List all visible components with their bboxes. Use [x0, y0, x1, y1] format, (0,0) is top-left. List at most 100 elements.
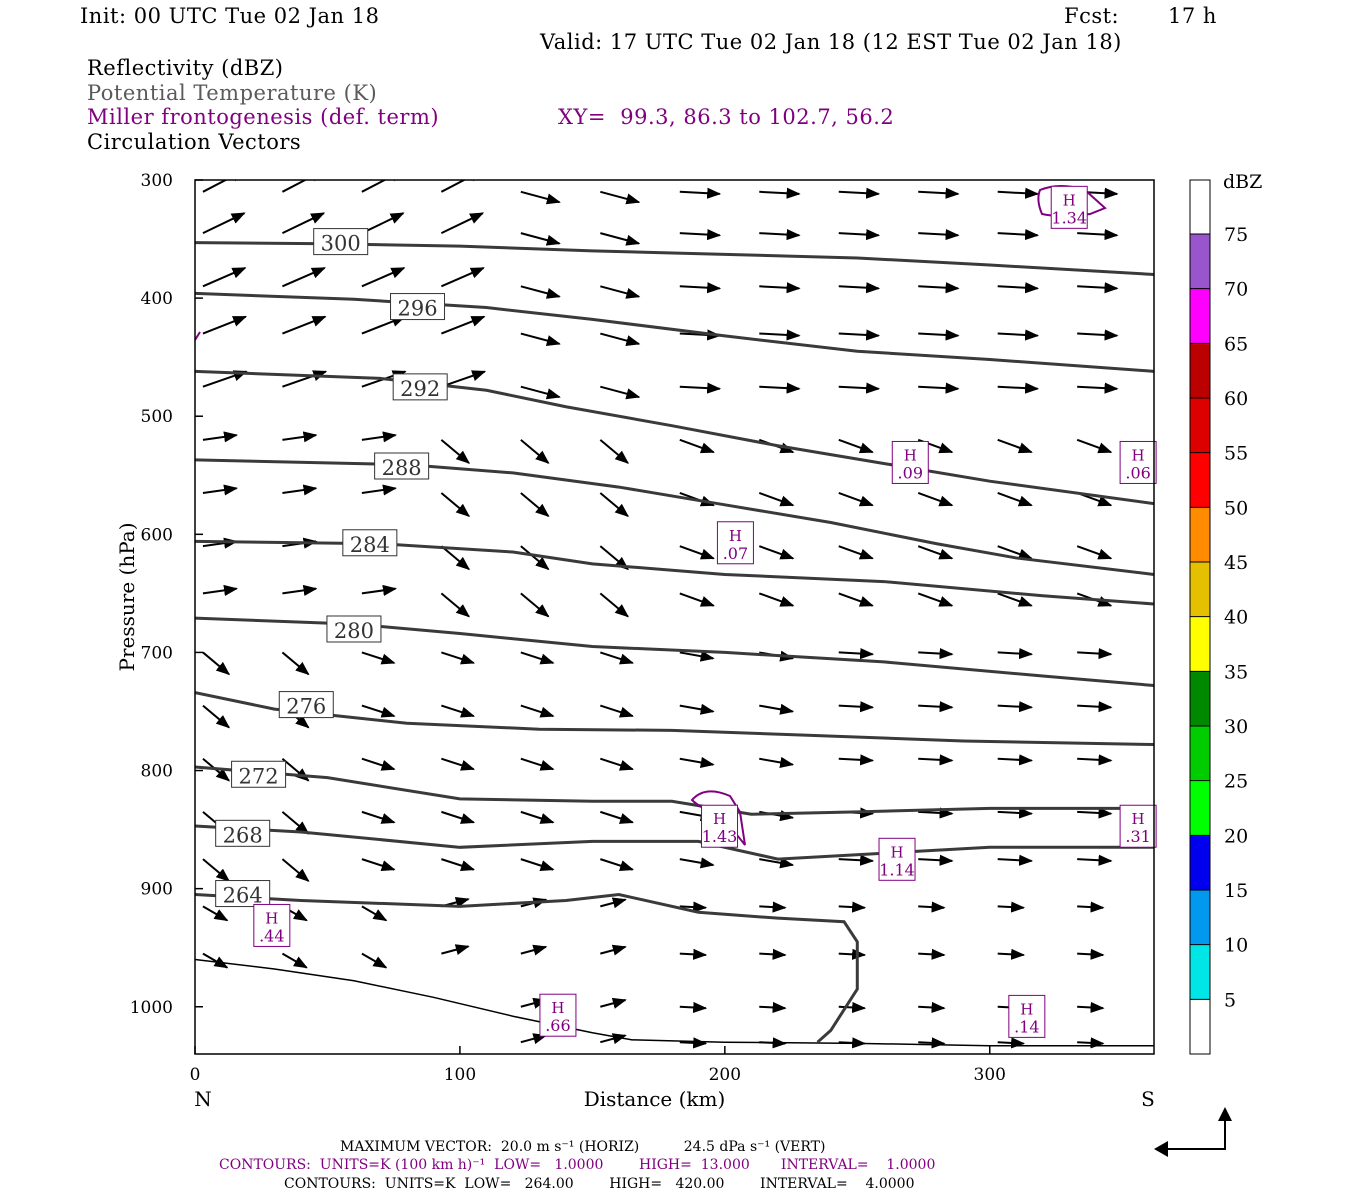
circulation-vector	[918, 854, 954, 866]
circulation-vector	[997, 754, 1034, 766]
maximum-box	[1008, 994, 1046, 1038]
maximum-value: 1.43	[702, 827, 738, 846]
circulation-vector	[600, 232, 641, 246]
circulation-vector	[918, 382, 960, 394]
circulation-vector	[759, 187, 801, 199]
north-label: N	[194, 1087, 212, 1111]
colorbar-tick-label: 45	[1224, 552, 1248, 574]
circulation-vector	[520, 285, 561, 299]
theta-label: 276	[286, 695, 326, 719]
circulation-vector	[1077, 854, 1113, 866]
frontogenesis-maxima: H1.34H.09H.06H.07H1.43H.31H1.14H.44H.66H…	[253, 185, 1157, 1038]
circulation-vector	[918, 807, 954, 819]
colorbar-segment	[1190, 562, 1210, 617]
circulation-vector	[281, 952, 308, 969]
colorbar-segment	[1190, 726, 1210, 781]
circulation-vector	[679, 282, 722, 294]
circulation-vector	[679, 438, 715, 454]
circulation-vector	[997, 901, 1026, 913]
circulation-vector	[838, 382, 881, 394]
circulation-vector	[838, 329, 881, 341]
circulation-vector	[759, 382, 801, 394]
circulation-vector	[918, 948, 946, 960]
circulation-vector	[520, 232, 561, 246]
maximum-value: 1.34	[1051, 208, 1087, 227]
circulation-vector	[202, 584, 239, 596]
circulation-vector	[600, 858, 634, 872]
theta-label: 264	[223, 884, 263, 908]
circulation-vector	[202, 952, 229, 969]
y-axis-label: Pressure (hPa)	[115, 523, 139, 672]
circulation-vector	[1077, 329, 1119, 341]
theta-label-box	[392, 373, 448, 401]
circulation-vector	[838, 592, 874, 607]
theta-contour-268	[195, 824, 1154, 861]
maximum-box	[253, 903, 291, 947]
circulation-vector	[1077, 948, 1105, 960]
circulation-vector	[917, 545, 954, 560]
circulation-vector	[361, 484, 397, 496]
maximum-label: H	[904, 446, 917, 464]
circulation-vector	[600, 651, 634, 665]
colorbar-title: dBZ	[1223, 171, 1262, 193]
circulation-vector	[520, 190, 561, 205]
colorbar-tick-label: 35	[1224, 661, 1248, 683]
theta-label: 292	[400, 377, 440, 401]
circulation-vector	[758, 592, 795, 607]
circulation-vector	[1077, 901, 1105, 913]
frontogenesis-contours	[195, 185, 1107, 849]
circulation-vector	[600, 757, 634, 771]
circulation-vector	[917, 592, 954, 607]
fronto-contour	[195, 331, 201, 341]
circulation-vector	[1077, 701, 1113, 713]
maximum-value: .14	[1014, 1017, 1039, 1036]
circulation-vector	[202, 484, 239, 496]
circulation-vector	[838, 854, 875, 866]
circulation-vector	[759, 282, 801, 294]
circulation-vector	[441, 315, 486, 335]
circulation-vector	[838, 754, 875, 766]
circulation-vector	[838, 647, 875, 660]
maximum-label: H	[713, 810, 726, 828]
circulation-vector	[759, 756, 795, 768]
circulation-vector	[679, 756, 715, 768]
circulation-vector	[759, 901, 787, 913]
circulation-vector	[202, 704, 231, 729]
circulation-vector	[282, 267, 326, 288]
colorbar-segment	[1190, 288, 1210, 344]
circulation-vector	[600, 704, 634, 718]
theta-label: 280	[334, 619, 374, 643]
maximum-box	[716, 521, 754, 565]
circulation-vector	[838, 901, 867, 913]
colorbar-segment	[1190, 507, 1210, 562]
circulation-vector	[520, 810, 555, 824]
circulation-vector	[918, 187, 960, 199]
circulation-vector	[202, 651, 231, 676]
circulation-vector	[918, 901, 946, 913]
circulation-vector	[997, 282, 1040, 294]
colorbar-segment	[1190, 452, 1210, 508]
circulation-vector	[679, 187, 722, 199]
circulation-vector	[440, 267, 485, 288]
forecast-label: Fcst:	[1064, 4, 1120, 28]
circulation-vector	[1077, 807, 1113, 819]
circulation-vector	[282, 370, 328, 388]
circulation-vector	[679, 592, 715, 607]
circulation-vector	[918, 701, 954, 713]
circulation-vector	[202, 905, 229, 922]
maximum-value: .44	[259, 926, 284, 945]
circulation-vector	[838, 492, 874, 507]
circulation-vector	[679, 1001, 708, 1014]
colorbar-tick-label: 65	[1224, 333, 1248, 355]
contours-frontogenesis-note: CONTOURS: UNITS=K (100 km h)⁻¹ LOW= 1.00…	[219, 1157, 936, 1173]
maximum-value: 1.14	[879, 860, 915, 879]
circulation-vector	[917, 492, 954, 507]
y-tick-label: 800	[141, 762, 173, 782]
circulation-vector	[202, 858, 231, 882]
field-potential-temperature: Potential Temperature (K)	[87, 81, 378, 105]
circulation-vector	[997, 1037, 1026, 1049]
colorbar-tick-label: 75	[1224, 224, 1248, 246]
circulation-vector	[520, 439, 550, 464]
theta-label-box	[231, 760, 287, 788]
circulation-vector	[361, 858, 396, 872]
